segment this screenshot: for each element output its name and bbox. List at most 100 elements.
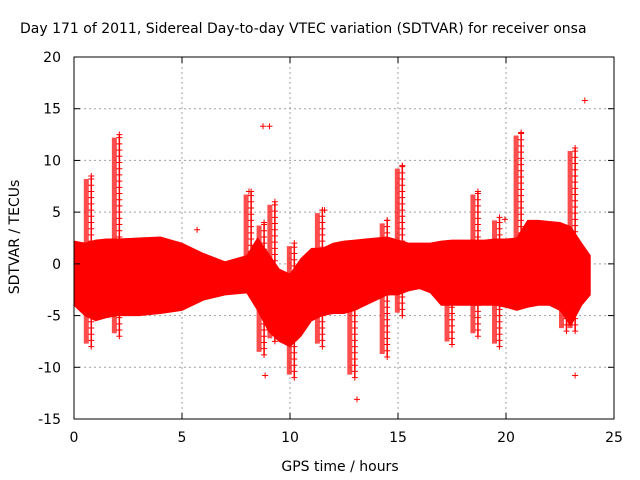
data-point [319, 231, 326, 238]
data-point [399, 188, 406, 195]
data-point [474, 333, 481, 340]
data-point [518, 260, 525, 267]
data-point [291, 318, 298, 325]
data-point [319, 275, 326, 282]
data-point [496, 324, 503, 331]
data-point [291, 337, 298, 344]
data-point-outlier [266, 123, 273, 130]
data-point [261, 351, 268, 358]
data-point [291, 343, 298, 350]
data-point [474, 252, 481, 259]
data-point [261, 258, 268, 265]
data-point [291, 349, 298, 356]
data-point [319, 213, 326, 220]
data-point [518, 180, 525, 187]
data-point [518, 155, 525, 162]
data-point [261, 271, 268, 278]
data-point [518, 192, 525, 199]
y-tick-label: 20 [43, 50, 61, 66]
data-point [474, 264, 481, 271]
data-point [351, 256, 358, 263]
data-point [399, 176, 406, 183]
data-point [319, 238, 326, 245]
data-point [291, 374, 298, 381]
data-point [399, 182, 406, 189]
data-point [271, 276, 278, 283]
y-tick-label: 5 [52, 205, 61, 221]
data-point [449, 322, 455, 329]
data-point [572, 160, 579, 167]
data-point [474, 209, 481, 216]
data-point [449, 316, 455, 323]
data-point [116, 252, 123, 259]
data-point [116, 327, 123, 334]
data-point [399, 238, 406, 245]
data-point [248, 198, 255, 205]
data-point [351, 306, 358, 313]
data-point [88, 287, 95, 294]
data-point-outlier [260, 123, 266, 130]
y-tick-label: 15 [43, 102, 61, 118]
data-point [88, 172, 95, 179]
data-point [116, 165, 123, 172]
data-point [572, 154, 579, 161]
data-point [518, 129, 525, 136]
data-point [261, 320, 268, 327]
data-point [116, 131, 123, 138]
data-spike [286, 240, 298, 381]
data-point [319, 318, 326, 325]
data-point [449, 329, 455, 336]
data-point [116, 227, 123, 234]
data-point-outlier [321, 207, 328, 214]
data-point [518, 205, 525, 212]
data-point [248, 248, 255, 255]
data-point [291, 356, 298, 363]
data-point [271, 226, 278, 233]
data-point [399, 275, 406, 282]
data-point [399, 194, 406, 201]
data-point [261, 227, 268, 234]
data-point [116, 190, 123, 197]
data-point [518, 149, 525, 156]
data-point [384, 242, 391, 249]
data-point [319, 287, 326, 294]
data-point [116, 302, 123, 309]
data-point [399, 256, 406, 263]
y-tick-label: -5 [47, 309, 61, 325]
data-point [474, 233, 481, 240]
data-point [261, 314, 268, 321]
data-point [88, 306, 95, 313]
data-point [261, 283, 268, 290]
data-point [116, 215, 123, 222]
x-tick-label: 15 [389, 430, 407, 446]
data-point [319, 225, 326, 232]
data-point [88, 244, 95, 251]
data-point [319, 244, 326, 251]
data-point [384, 267, 391, 274]
data-point [384, 347, 391, 354]
data-point [116, 283, 123, 290]
data-point [399, 312, 406, 319]
data-spike [256, 219, 268, 358]
data-point [319, 300, 326, 307]
data-point [291, 287, 298, 294]
data-point [572, 235, 579, 241]
data-point [319, 281, 326, 288]
data-point [518, 217, 525, 224]
data-point [248, 229, 255, 236]
data-spike [567, 145, 579, 335]
data-point [496, 337, 503, 344]
data-point [474, 271, 481, 278]
data-point [291, 324, 298, 331]
data-point [116, 333, 123, 340]
data-point [116, 153, 123, 160]
data-point [496, 306, 503, 313]
data-point [518, 236, 525, 243]
data-point [518, 161, 525, 168]
data-point [291, 240, 298, 247]
data-point [572, 185, 579, 192]
data-spike [243, 188, 255, 267]
data-point [384, 229, 391, 236]
data-point [271, 301, 278, 308]
data-point [291, 368, 298, 375]
